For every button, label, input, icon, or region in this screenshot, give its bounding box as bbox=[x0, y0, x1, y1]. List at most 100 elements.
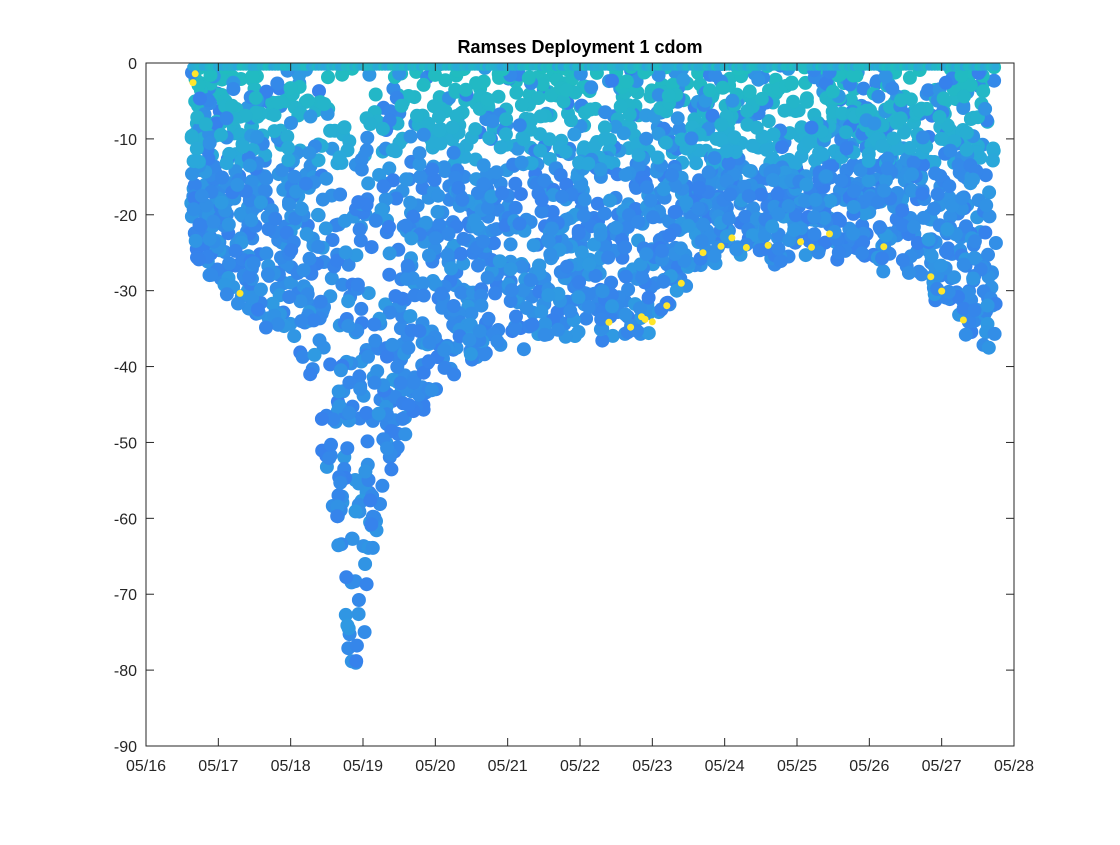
data-point bbox=[707, 249, 722, 263]
data-point bbox=[633, 257, 648, 272]
data-point bbox=[253, 195, 268, 210]
data-point bbox=[512, 118, 527, 133]
data-point bbox=[729, 242, 744, 257]
data-point bbox=[679, 195, 694, 210]
data-point bbox=[513, 187, 528, 202]
data-point bbox=[384, 462, 399, 477]
data-point bbox=[727, 130, 742, 145]
data-point bbox=[815, 147, 830, 162]
data-point bbox=[702, 83, 717, 98]
data-point bbox=[219, 156, 234, 171]
data-point bbox=[476, 177, 491, 192]
x-tick-label: 05/26 bbox=[849, 758, 889, 775]
data-point bbox=[594, 312, 609, 327]
data-point bbox=[480, 270, 495, 285]
data-point bbox=[382, 305, 397, 320]
data-point bbox=[541, 234, 556, 249]
data-point bbox=[936, 91, 951, 106]
data-point bbox=[670, 111, 685, 126]
data-point bbox=[775, 140, 789, 155]
data-point bbox=[335, 277, 350, 292]
data-point bbox=[982, 185, 997, 200]
data-point bbox=[354, 162, 369, 177]
data-point bbox=[504, 283, 519, 298]
data-point bbox=[416, 288, 431, 303]
data-point bbox=[453, 246, 468, 261]
data-point bbox=[317, 97, 332, 111]
data-point bbox=[382, 267, 397, 282]
data-point bbox=[571, 290, 586, 305]
data-point bbox=[340, 441, 355, 456]
data-point bbox=[541, 288, 556, 303]
data-point bbox=[559, 83, 574, 98]
data-point bbox=[691, 201, 706, 216]
data-point bbox=[187, 178, 202, 193]
data-point bbox=[556, 94, 571, 109]
data-point bbox=[602, 193, 617, 208]
data-point bbox=[622, 107, 637, 122]
data-point bbox=[544, 88, 558, 103]
data-point bbox=[395, 411, 410, 426]
data-point bbox=[311, 239, 326, 254]
x-tick-label: 05/16 bbox=[126, 758, 166, 775]
data-point bbox=[958, 327, 973, 342]
data-point bbox=[514, 98, 529, 112]
data-point bbox=[921, 232, 936, 247]
data-point bbox=[867, 116, 882, 131]
data-point bbox=[604, 275, 619, 290]
data-point bbox=[219, 111, 234, 126]
data-point bbox=[462, 332, 477, 347]
data-point bbox=[519, 301, 534, 315]
data-point-high bbox=[699, 249, 707, 257]
data-point bbox=[401, 340, 416, 355]
data-point bbox=[281, 153, 296, 168]
data-point bbox=[987, 73, 1002, 88]
data-point bbox=[188, 233, 203, 248]
data-point bbox=[189, 141, 204, 156]
data-point bbox=[268, 211, 283, 226]
data-point bbox=[421, 354, 436, 369]
x-tick-label: 05/21 bbox=[488, 758, 528, 775]
data-point bbox=[601, 250, 616, 265]
data-point bbox=[221, 217, 236, 232]
data-point bbox=[934, 131, 949, 146]
data-point bbox=[353, 381, 368, 396]
data-point bbox=[956, 101, 971, 115]
data-point-high bbox=[648, 318, 656, 326]
data-point bbox=[376, 179, 391, 194]
data-point bbox=[214, 127, 228, 142]
data-point bbox=[967, 303, 982, 318]
data-point bbox=[374, 202, 389, 217]
data-point bbox=[509, 309, 523, 324]
data-point bbox=[945, 198, 960, 213]
data-point bbox=[361, 176, 376, 191]
data-point bbox=[412, 324, 427, 339]
data-point bbox=[714, 117, 729, 132]
data-point bbox=[701, 165, 716, 180]
data-point bbox=[324, 437, 338, 452]
data-point bbox=[765, 219, 780, 234]
data-point bbox=[318, 221, 333, 236]
data-point bbox=[238, 108, 253, 123]
x-tick-label: 05/20 bbox=[415, 758, 455, 775]
data-point bbox=[303, 367, 318, 382]
data-point bbox=[476, 158, 491, 173]
data-point bbox=[534, 204, 549, 219]
data-point bbox=[555, 189, 570, 204]
data-point bbox=[941, 284, 956, 299]
data-point bbox=[284, 275, 298, 290]
data-point bbox=[275, 163, 290, 178]
data-point bbox=[784, 76, 799, 91]
data-point bbox=[846, 184, 861, 199]
data-point bbox=[906, 219, 921, 234]
data-point bbox=[943, 143, 958, 158]
data-point bbox=[311, 207, 325, 222]
data-point bbox=[619, 74, 634, 89]
x-tick-label: 05/27 bbox=[922, 758, 962, 775]
data-point bbox=[819, 169, 834, 184]
x-tick-label: 05/25 bbox=[777, 758, 817, 775]
data-point bbox=[333, 475, 348, 490]
data-point bbox=[481, 311, 496, 326]
data-point-high bbox=[826, 230, 833, 238]
data-point bbox=[947, 270, 962, 285]
